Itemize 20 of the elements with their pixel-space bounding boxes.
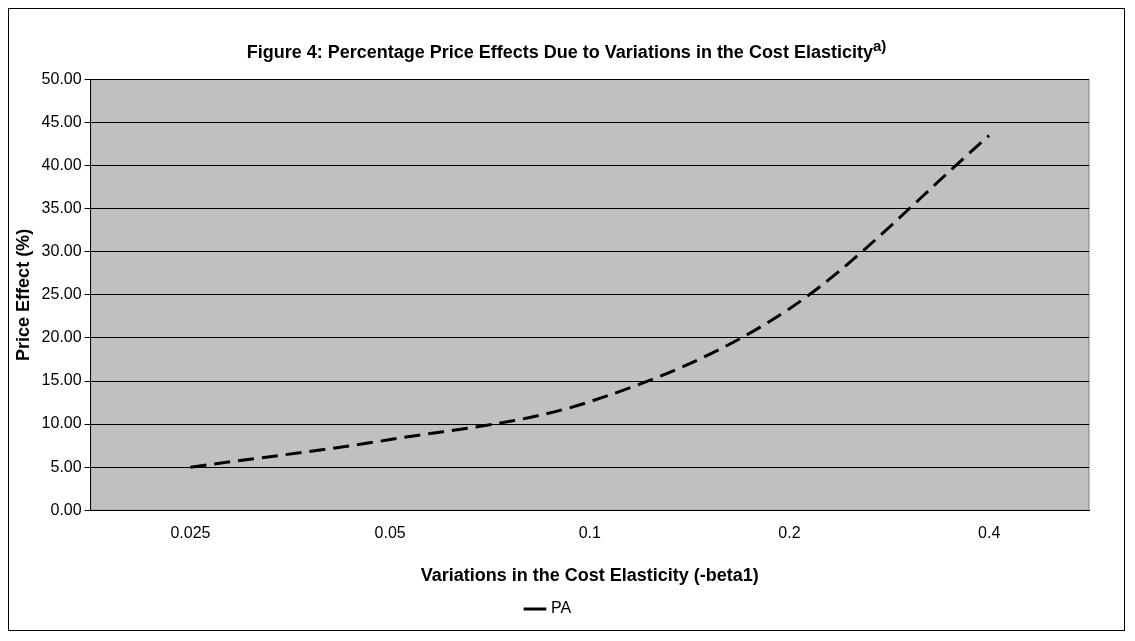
x-tick-label: 0.05 xyxy=(374,524,406,542)
y-tick-label: 0.00 xyxy=(50,500,82,518)
y-tick-label: 35.00 xyxy=(41,199,82,217)
x-tick-label: 0.025 xyxy=(170,524,211,542)
x-axis-title: Variations in the Cost Elasticity (-beta1) xyxy=(420,565,759,586)
y-tick-label: 10.00 xyxy=(41,414,82,432)
x-tick-label: 0.1 xyxy=(578,524,602,542)
y-tick-label: 50.00 xyxy=(41,70,82,88)
y-axis-title: Price Effect (%) xyxy=(12,228,33,361)
y-tick-label: 40.00 xyxy=(41,156,82,174)
y-tick-label: 45.00 xyxy=(41,113,82,131)
x-tick-label: 0.2 xyxy=(778,524,801,542)
y-tick-label: 25.00 xyxy=(41,285,82,303)
legend-label: PA xyxy=(550,599,572,617)
x-tick-label: 0.4 xyxy=(978,524,1001,542)
y-tick-label: 20.00 xyxy=(41,328,82,346)
y-tick-label: 5.00 xyxy=(50,457,82,475)
y-tick-label: 15.00 xyxy=(41,371,82,389)
chart-title: Figure 4: Percentage Price Effects Due to Variations in the Cost Elasticity$^{a)}$ xyxy=(245,36,888,64)
y-tick-label: 30.00 xyxy=(41,242,82,260)
